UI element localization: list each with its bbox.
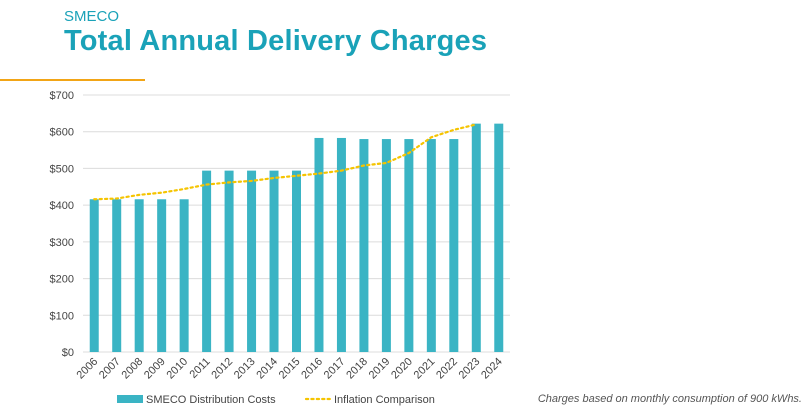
bar-2017 (336, 137, 346, 352)
bar-2020 (404, 139, 414, 352)
bar-2018 (359, 139, 369, 352)
bar-2013 (247, 170, 257, 352)
bar-2010 (179, 199, 189, 352)
legend-label-inflation: Inflation Comparison (334, 394, 435, 406)
legend-swatch-distribution (117, 395, 143, 403)
x-tick-label: 2006 (75, 356, 101, 382)
y-tick-label: $0 (62, 347, 74, 359)
x-tick-label: 2008 (120, 356, 146, 382)
y-tick-label: $500 (50, 163, 74, 175)
x-tick-label: 2007 (97, 356, 123, 382)
x-tick-label: 2015 (277, 356, 303, 382)
bar-2006 (89, 199, 99, 352)
bar-2009 (157, 199, 167, 352)
y-tick-label: $100 (50, 310, 74, 322)
chart-title: Total Annual Delivery Charges (64, 25, 488, 57)
bar-2012 (224, 170, 234, 352)
inflation-line (93, 123, 478, 201)
x-tick-label: 2021 (412, 356, 438, 382)
y-tick-label: $300 (50, 237, 74, 249)
bar-2016 (314, 137, 324, 352)
bar-2021 (426, 139, 436, 352)
bar-2015 (292, 170, 301, 352)
x-tick-label: 2012 (209, 356, 235, 382)
bar-2023 (471, 123, 481, 352)
x-tick-label: 2014 (254, 356, 280, 382)
footnote: Charges based on monthly consumption of … (537, 393, 802, 405)
accent-rule (0, 79, 145, 81)
x-tick-label: 2011 (188, 356, 213, 381)
x-tick-label: 2019 (367, 356, 393, 382)
bar-2014 (269, 170, 279, 352)
bar-2008 (134, 199, 144, 352)
chart-subtitle: SMECO (64, 8, 120, 25)
bar-2019 (381, 139, 391, 352)
bar-2022 (449, 139, 459, 352)
x-tick-label: 2018 (344, 356, 370, 382)
bar-2011 (202, 170, 212, 352)
x-tick-label: 2024 (479, 356, 505, 382)
x-tick-label: 2016 (299, 356, 325, 382)
bar-2007 (112, 199, 122, 352)
x-tick-label: 2020 (389, 356, 415, 382)
x-tick-label: 2009 (142, 356, 168, 382)
y-tick-label: $600 (50, 127, 74, 139)
x-tick-label: 2023 (457, 356, 483, 382)
legend-label-distribution: SMECO Distribution Costs (146, 394, 276, 406)
x-tick-label: 2010 (164, 356, 190, 382)
x-tick-label: 2022 (434, 356, 460, 382)
x-tick-label: 2013 (232, 356, 258, 382)
y-tick-label: $400 (50, 200, 74, 212)
y-tick-label: $700 (50, 90, 74, 102)
x-tick-label: 2017 (322, 356, 348, 382)
bar-2024 (494, 123, 504, 352)
y-tick-label: $200 (50, 274, 74, 286)
